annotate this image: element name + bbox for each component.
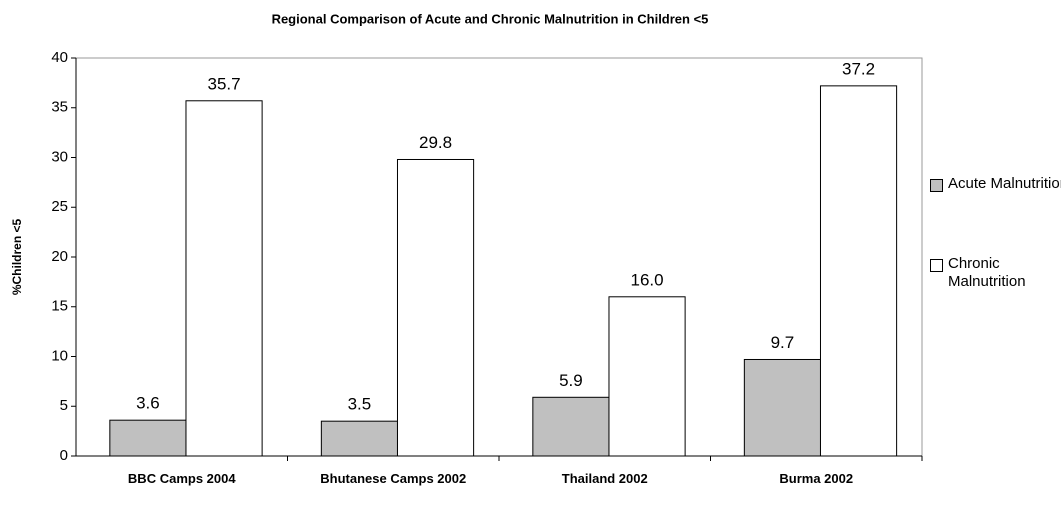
legend-entry: Chronic Malnutrition	[930, 255, 1061, 291]
y-tick-label: 25	[51, 198, 68, 215]
data-label: 29.8	[419, 133, 452, 152]
chart-title: Regional Comparison of Acute and Chronic…	[272, 11, 709, 26]
bar	[185, 100, 263, 457]
bar	[320, 420, 398, 457]
data-label: 16.0	[631, 270, 664, 289]
bar	[743, 358, 821, 457]
x-tick-label: Burma 2002	[779, 471, 854, 486]
y-tick-label: 10	[51, 347, 68, 364]
data-label: 35.7	[208, 74, 241, 93]
bar	[532, 396, 610, 457]
y-tick-label: 20	[51, 248, 68, 265]
y-tick-label: 30	[51, 148, 68, 165]
legend-label: Acute Malnutrition	[948, 175, 1061, 192]
x-tick-label: Thailand 2002	[561, 471, 648, 486]
data-label: 9.7	[771, 333, 795, 352]
x-tick-label: Bhutanese Camps 2002	[320, 471, 467, 486]
x-tick-label: BBC Camps 2004	[127, 471, 236, 486]
bar	[608, 296, 686, 457]
bar	[396, 158, 475, 457]
legend-entry: Acute Malnutrition	[930, 175, 1061, 193]
y-tick-label: 5	[60, 397, 68, 414]
y-axis-label: %Children <5	[10, 219, 24, 296]
y-tick-label: 40	[51, 49, 68, 66]
legend-swatch	[930, 259, 943, 272]
bar	[819, 85, 898, 457]
data-label: 3.5	[348, 395, 372, 414]
data-label: 5.9	[559, 371, 583, 390]
bar	[109, 419, 187, 457]
y-tick-label: 0	[60, 447, 68, 464]
legend-swatch	[930, 179, 943, 192]
data-label: 3.6	[136, 394, 160, 413]
y-tick-label: 35	[51, 99, 68, 116]
y-tick-label: 15	[51, 298, 68, 315]
legend-label: Chronic Malnutrition	[948, 255, 1026, 290]
data-label: 37.2	[842, 59, 875, 78]
